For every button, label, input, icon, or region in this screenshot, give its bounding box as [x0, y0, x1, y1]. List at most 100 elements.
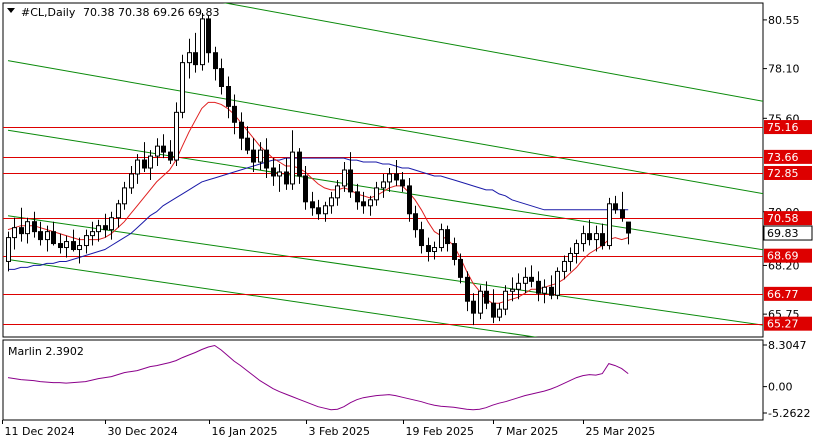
- candle-body-bull: [174, 111, 179, 161]
- candle: [413, 205, 418, 238]
- candle: [45, 225, 50, 252]
- candle-body-bull: [568, 253, 573, 262]
- candle-body-bear: [458, 258, 463, 278]
- candle: [239, 112, 244, 151]
- candle-body-bear: [239, 121, 244, 139]
- candle-body-bull: [116, 203, 121, 219]
- candle: [568, 247, 573, 272]
- level-labels: 75.16 73.66 72.85 70.58 68.69 66.77 65.27 69.83: [763, 120, 813, 331]
- candle-body-bear: [394, 173, 399, 181]
- candle-body-bear: [161, 145, 166, 153]
- candle: [180, 54, 185, 119]
- level-label-6-bg: [764, 316, 812, 331]
- candle: [471, 293, 476, 326]
- osc-tick-label-2: -5.2622: [768, 407, 810, 420]
- candle-body-bull: [478, 290, 483, 314]
- candle-body-bull: [335, 185, 340, 199]
- candle-body-bear: [613, 203, 618, 211]
- candle: [613, 195, 618, 214]
- candle-body-bull: [96, 225, 101, 233]
- candle: [342, 162, 347, 192]
- candle: [193, 32, 198, 73]
- candle: [452, 237, 457, 266]
- candle-body-bull: [368, 199, 373, 207]
- candle: [277, 164, 282, 192]
- candle-body-bull: [594, 233, 599, 241]
- level-label-5: 66.77: [764, 286, 812, 301]
- candle-body-bull: [135, 159, 140, 175]
- candle-body-bull: [45, 231, 50, 241]
- candle-body-bear: [348, 169, 353, 193]
- level-label-4: 68.69: [764, 248, 812, 263]
- level-label-1-bg: [764, 149, 812, 164]
- candle-body-bear: [251, 149, 256, 163]
- level-label-5-text: 66.77: [767, 288, 799, 301]
- candle-body-bull: [277, 171, 282, 177]
- level-label-6-text: 65.27: [767, 318, 799, 331]
- candle-body-bull: [109, 217, 114, 231]
- date-tick-label-5: 7 Mar 2025: [496, 425, 559, 438]
- candle: [458, 253, 463, 284]
- level-label-6: 65.27: [764, 316, 812, 331]
- candle: [284, 158, 289, 190]
- candle: [536, 271, 541, 302]
- candle: [290, 130, 295, 190]
- candle: [407, 177, 412, 222]
- candle: [484, 281, 489, 310]
- oscillator-panel-frame: [2, 339, 764, 421]
- candle: [264, 138, 269, 178]
- candle-body-bear: [400, 179, 405, 187]
- candle: [129, 166, 134, 194]
- candle-body-bull: [155, 145, 160, 157]
- candle-body-bear: [226, 86, 231, 107]
- candle: [465, 271, 470, 312]
- candle: [510, 277, 515, 302]
- candle-body-bear: [529, 276, 534, 282]
- candle-body-bear: [245, 137, 250, 151]
- candlesticks: [6, 12, 631, 326]
- candle: [335, 179, 340, 206]
- candle: [206, 14, 211, 63]
- candle: [361, 191, 366, 214]
- level-label-2-bg: [764, 165, 812, 180]
- osc-tick-label-0: 8.3047: [768, 339, 807, 352]
- candle: [271, 158, 276, 186]
- candle-body-bull: [148, 155, 153, 169]
- candle: [232, 94, 237, 135]
- candle-body-bull: [258, 149, 263, 163]
- candle-body-bull: [374, 187, 379, 201]
- candle-body-bull: [497, 308, 502, 318]
- chart-header: #CL,Daily 70.38 70.38 69.26 69.83: [7, 6, 219, 19]
- candle: [587, 219, 592, 246]
- support-resistance-levels: [3, 127, 763, 325]
- candle-body-bear: [58, 243, 63, 249]
- candle-body-bull: [187, 52, 192, 64]
- oscillator-polyline: [7, 344, 629, 411]
- candle: [64, 235, 69, 258]
- candle: [38, 221, 43, 246]
- candle: [394, 160, 399, 186]
- candle-body-bull: [6, 237, 11, 262]
- candle-body-bull: [64, 241, 69, 249]
- candle-body-bull: [562, 260, 567, 272]
- candle: [555, 267, 560, 300]
- candle: [581, 225, 586, 252]
- candle: [155, 138, 160, 167]
- candle-body-bear: [103, 225, 108, 231]
- price-panel-frame: [2, 2, 764, 338]
- candle-body-bear: [284, 171, 289, 185]
- candle: [387, 168, 392, 192]
- candle: [297, 148, 302, 184]
- candle: [426, 237, 431, 262]
- candle: [103, 213, 108, 238]
- channel-line-lower: [7, 258, 539, 337]
- oscillator-axis: 8.3047 0.00 -5.2622: [763, 339, 810, 420]
- candle: [516, 273, 521, 300]
- ohlc-label: 70.38 70.38 69.26 69.83: [83, 6, 219, 19]
- candle: [168, 140, 173, 165]
- candle: [445, 225, 450, 252]
- candle-body-bear: [232, 105, 237, 123]
- triangle-down-icon[interactable]: [7, 8, 15, 13]
- level-label-0: 75.16: [764, 120, 812, 135]
